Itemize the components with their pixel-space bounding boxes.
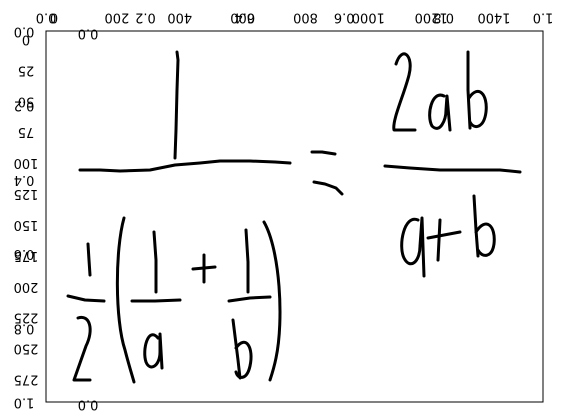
stroke-one-over-a-one [152,230,158,294]
extra-label: 0.0 [78,26,99,41]
stroke-one-over-b-bar [227,295,272,303]
extra-label: 0.0 [78,397,99,412]
left-tick-label: 0.4 [14,172,35,187]
left-tick-label: 275 [14,372,39,387]
left-tick-label: 200 [14,279,39,294]
left-tick-label: 0 [22,32,30,47]
top-tick-label: 1.0 [533,10,554,25]
stroke-half-two [72,315,92,382]
stroke-denominator-a [400,216,426,278]
stroke-denominator-plus-horizontal [426,230,462,240]
stroke-equals-bottom [312,180,344,196]
extra-labels: 0.0 0.0 [78,26,99,412]
left-tick-label: 0.2 [14,98,35,113]
stroke-half-numerator [86,242,92,277]
stroke-numerator-b [466,50,488,130]
top-axis-labels: 0.0 0.2 0.4 0.6 0.8 1.0 0 200 400 600 800 1000 1200 1… [36,10,554,25]
stroke-left-paren [115,216,136,384]
left-tick-label: 150 [14,217,39,232]
stroke-numerator-a [428,93,452,132]
left-tick-label: 100 [14,155,39,170]
top-tick-label: 0.6 [334,10,355,25]
top-tick-label: 600 [230,10,255,25]
top-tick-label: 0.2 [135,10,156,25]
top-tick-label: 200 [104,10,129,25]
top-tick-label: 1200 [415,10,448,25]
left-tick-label: 75 [18,124,35,139]
left-tick-label: 0.8 [14,320,35,335]
stroke-half-bar [66,294,106,303]
left-tick-label: 0.6 [14,246,35,261]
left-tick-label: 125 [14,186,39,201]
stroke-numerator-two [392,52,417,132]
left-tick-label: 250 [14,341,39,356]
left-tick-label: 50 [18,93,35,108]
left-tick-label: 0.0 [14,24,35,39]
stroke-one-over-a-bar [130,298,182,303]
stroke-right-paren [262,220,282,382]
stroke-equals-top [310,150,337,156]
top-tick-label: 0.0 [36,10,57,25]
plot-frame [45,30,544,403]
top-tick-label: 400 [167,10,192,25]
left-tick-label: 175 [14,248,39,263]
stroke-one-over-b-one [244,228,250,294]
stroke-denominator-plus-vertical [436,218,442,262]
left-tick-label: 225 [14,310,39,325]
stroke-plus-horizontal [191,265,217,271]
stroke-main-fraction-bar [78,159,292,173]
handwriting-strokes [66,50,522,384]
top-tick-label: 0.8 [433,10,454,25]
stroke-numerator-one [173,50,180,160]
left-tick-label: 1.0 [14,395,35,410]
top-tick-label: 1000 [352,10,385,25]
left-axis-labels: 0.0 0.2 0.4 0.6 0.8 1.0 0 25 50 75 100 125 150 175 200… [14,24,39,410]
stroke-denominator-b [472,194,496,258]
stroke-right-fraction-bar [383,164,522,174]
stroke-letter-b-lower [231,318,253,380]
top-tick-label: 0.4 [234,10,255,25]
top-tick-label: 0 [50,10,58,25]
top-tick-label: 1400 [477,10,510,25]
top-tick-label: 800 [293,10,318,25]
stroke-letter-a-lower [143,332,164,370]
left-tick-label: 25 [18,62,35,77]
